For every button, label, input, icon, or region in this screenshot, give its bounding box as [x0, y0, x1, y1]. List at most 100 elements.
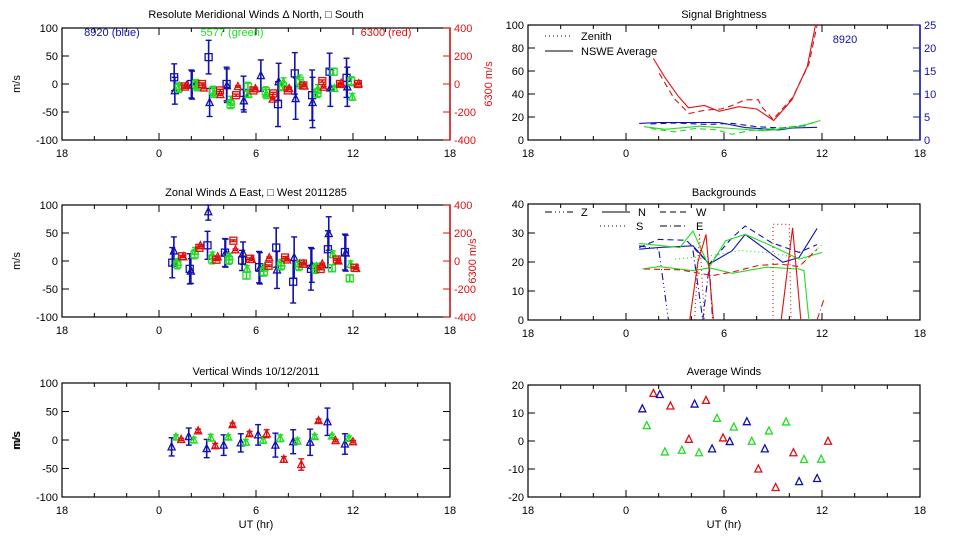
- blue-triangle-marker: [322, 416, 333, 426]
- red-solid-series-line: [689, 234, 714, 321]
- annotation: 8920 (blue): [84, 27, 140, 39]
- y-tick-label: 100: [40, 200, 58, 212]
- x-tick-label: 18: [56, 325, 68, 337]
- red-square-marker: [249, 86, 258, 95]
- green-dashed-series-line: [650, 122, 814, 135]
- y-tick-label: 20: [512, 112, 524, 124]
- red-triangle-marker: [195, 240, 205, 250]
- right-y-tick-label: -200: [454, 284, 476, 296]
- blue-triangle-marker: [742, 416, 752, 426]
- red-triangle-marker: [351, 262, 361, 273]
- plot-frame: [61, 204, 451, 318]
- y-tick-label: 0: [52, 79, 58, 91]
- red-triangle-marker: [330, 435, 341, 445]
- right-y-tick-label: 10: [924, 89, 936, 101]
- green-solid-series-line: [642, 266, 810, 321]
- y-tick-label: 50: [46, 51, 58, 63]
- blue-square-marker: [203, 241, 212, 250]
- x-tick-label: 6: [253, 505, 259, 517]
- red-square-marker: [264, 261, 273, 270]
- green-triangle-marker: [347, 91, 357, 101]
- y-tick-label: -50: [42, 284, 58, 296]
- red-triangle-marker: [213, 251, 223, 261]
- blue-triangle-marker: [690, 398, 700, 408]
- y-tick-label: -50: [42, 464, 58, 476]
- green-triangle-marker: [258, 434, 268, 444]
- blue-triangle-marker: [341, 247, 351, 257]
- red-triangle-marker: [354, 78, 364, 88]
- green-triangle-marker: [275, 432, 285, 442]
- x-tick-label: 12: [347, 505, 359, 517]
- x-tick-label: 0: [156, 325, 162, 337]
- green-triangle-marker: [747, 435, 757, 445]
- green-triangle-marker: [729, 421, 739, 431]
- red-square-marker: [231, 91, 241, 100]
- y-tick-label: 50: [46, 228, 58, 240]
- chart-title: Backgrounds: [692, 187, 757, 199]
- y-tick-label: 0: [518, 135, 524, 147]
- blue-triangle-marker: [305, 436, 315, 446]
- green-triangle-marker: [292, 435, 302, 445]
- x-axis-label: UT (hr): [707, 519, 742, 531]
- y-tick-label: -50: [42, 107, 58, 119]
- right-y-tick-label: 0: [454, 256, 460, 268]
- y-tick-label: 100: [40, 378, 58, 390]
- annotation: 8920: [833, 34, 857, 46]
- x-tick-label: 0: [156, 148, 162, 160]
- red-triangle-marker: [348, 436, 358, 446]
- red-triangle-marker: [299, 80, 310, 90]
- x-tick-label: 0: [623, 505, 629, 517]
- blue-triangle-marker: [325, 82, 335, 92]
- y-axis-label: m/s: [11, 431, 23, 449]
- red-triangle-marker: [244, 428, 255, 438]
- x-tick-label: 18: [444, 148, 456, 160]
- red-square-marker: [316, 264, 325, 274]
- green-square-marker: [345, 274, 354, 283]
- x-tick-label: 0: [623, 328, 629, 340]
- blue-triangle-marker: [655, 389, 665, 399]
- right-y-tick-label: 5: [924, 112, 930, 124]
- blue-triangle-marker: [167, 441, 177, 451]
- red-triangle-marker: [268, 93, 278, 103]
- red-triangle-marker: [199, 82, 209, 92]
- right-y-tick-label: -400: [454, 312, 476, 324]
- blue-triangle-marker: [812, 473, 822, 483]
- x-tick-label: 0: [623, 148, 629, 160]
- blue-triangle-marker: [340, 438, 350, 448]
- y-tick-label: 0: [518, 436, 524, 448]
- y-tick-label: 0: [52, 256, 58, 268]
- y-tick-label: 100: [506, 20, 524, 32]
- red-triangle-marker: [317, 258, 327, 268]
- x-tick-label: 18: [914, 148, 926, 160]
- y-axis-label: m/s: [11, 75, 23, 93]
- y-tick-label: 30: [512, 228, 524, 240]
- blue-triangle-marker: [289, 252, 299, 262]
- green-triangle-marker: [694, 447, 704, 457]
- x-tick-label: 12: [816, 328, 828, 340]
- red-triangle-marker: [284, 83, 294, 93]
- legend-label: S: [636, 221, 643, 233]
- x-tick-label: 12: [816, 148, 828, 160]
- red-triangle-marker: [299, 258, 309, 268]
- green-triangle-marker: [224, 251, 235, 261]
- green-triangle-marker: [171, 431, 181, 441]
- x-axis-label: UT (hr): [239, 519, 274, 531]
- blue-triangle-marker: [219, 439, 229, 449]
- red-triangle-marker: [718, 432, 728, 442]
- red-triangle-marker: [771, 482, 781, 492]
- red-triangle-marker: [333, 255, 344, 265]
- blue-triangle-marker: [184, 431, 194, 441]
- x-tick-label: 6: [721, 328, 727, 340]
- plot-frame: [61, 27, 451, 141]
- red-triangle-marker: [684, 433, 694, 443]
- right-y-tick-label: 200: [454, 228, 472, 240]
- x-tick-label: 12: [347, 148, 359, 160]
- x-tick-label: 18: [444, 505, 456, 517]
- blue-square-marker: [290, 69, 299, 78]
- right-y-tick-label: 20: [924, 43, 936, 55]
- y-tick-label: 40: [512, 199, 524, 211]
- green-triangle-marker: [642, 420, 652, 430]
- green-triangle-marker: [223, 431, 233, 441]
- green-solid-series-line: [643, 119, 821, 132]
